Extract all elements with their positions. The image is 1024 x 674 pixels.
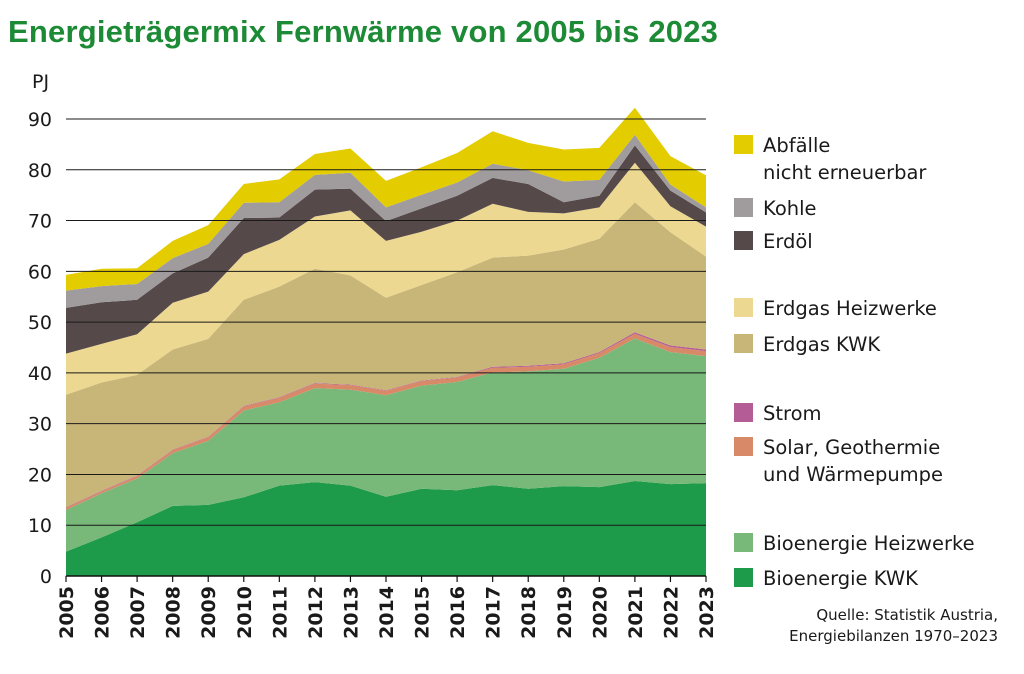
x-tick-label: 2017 bbox=[483, 586, 505, 639]
legend-swatch bbox=[734, 533, 753, 552]
source-note: Quelle: Statistik Austria, Energiebilanz… bbox=[789, 605, 998, 647]
legend-item-bioenergie-kwk[interactable]: Bioenergie KWK bbox=[734, 565, 918, 592]
x-tick-label: 2015 bbox=[412, 586, 434, 639]
y-tick-label: 30 bbox=[28, 414, 52, 436]
legend-label: Solar, Geothermie und Wärmepumpe bbox=[763, 434, 943, 488]
x-tick-label: 2016 bbox=[447, 586, 469, 639]
legend-label: Erdgas KWK bbox=[763, 331, 880, 358]
y-tick-label: 40 bbox=[28, 363, 52, 385]
legend-label: Abfälle nicht erneuerbar bbox=[763, 132, 926, 186]
legend-label: Erdgas Heizwerke bbox=[763, 295, 937, 322]
legend-label: Bioenergie Heizwerke bbox=[763, 530, 975, 557]
legend-item-erdgas-kwk[interactable]: Erdgas KWK bbox=[734, 331, 880, 358]
legend-item-kohle[interactable]: Kohle bbox=[734, 195, 817, 222]
x-tick-label: 2020 bbox=[589, 586, 611, 639]
x-tick-label: 2023 bbox=[696, 586, 718, 639]
x-tick-label: 2012 bbox=[305, 586, 327, 639]
legend-label: Strom bbox=[763, 400, 822, 427]
area-layers bbox=[66, 108, 706, 576]
x-tick-label: 2018 bbox=[518, 586, 540, 639]
legend-item-abfaelle[interactable]: Abfälle nicht erneuerbar bbox=[734, 132, 926, 186]
y-tick-label: 50 bbox=[28, 312, 52, 334]
legend-swatch bbox=[734, 298, 753, 317]
legend-item-solar-geothermie[interactable]: Solar, Geothermie und Wärmepumpe bbox=[734, 434, 943, 488]
legend-item-erdoel[interactable]: Erdöl bbox=[734, 228, 813, 255]
x-tick-label: 2007 bbox=[127, 586, 149, 639]
x-axis: 2005 2006 2007 2008 2009 2010 2011 2012 2013 2014… bbox=[56, 576, 718, 639]
legend-swatch bbox=[734, 403, 753, 422]
x-tick-label: 2008 bbox=[163, 586, 185, 639]
x-tick-label: 2005 bbox=[56, 586, 78, 639]
legend-swatch bbox=[734, 135, 753, 154]
legend-item-strom[interactable]: Strom bbox=[734, 400, 822, 427]
x-tick-label: 2019 bbox=[554, 586, 576, 639]
legend-item-erdgas-heizwerke[interactable]: Erdgas Heizwerke bbox=[734, 295, 937, 322]
y-tick-label: 10 bbox=[28, 515, 52, 537]
legend-swatch bbox=[734, 334, 753, 353]
legend-swatch bbox=[734, 437, 753, 456]
legend-label: Erdöl bbox=[763, 228, 813, 255]
legend-label: Kohle bbox=[763, 195, 817, 222]
x-tick-label: 2010 bbox=[234, 586, 256, 639]
x-tick-label: 2011 bbox=[269, 586, 291, 639]
legend-swatch bbox=[734, 568, 753, 587]
y-tick-label: 70 bbox=[28, 211, 52, 233]
x-tick-label: 2006 bbox=[92, 586, 114, 639]
y-tick-label: 80 bbox=[28, 160, 52, 182]
y-axis: 0 10 20 30 40 50 60 70 80 90 bbox=[28, 109, 52, 588]
x-tick-label: 2009 bbox=[198, 586, 220, 639]
y-axis-unit: PJ bbox=[32, 71, 49, 93]
legend-label: Bioenergie KWK bbox=[763, 565, 918, 592]
y-tick-label: 60 bbox=[28, 261, 52, 283]
x-tick-label: 2021 bbox=[625, 586, 647, 639]
legend-swatch bbox=[734, 231, 753, 250]
y-tick-label: 90 bbox=[28, 109, 52, 131]
legend-item-bioenergie-heizwerke[interactable]: Bioenergie Heizwerke bbox=[734, 530, 975, 557]
x-tick-label: 2014 bbox=[376, 586, 398, 639]
x-tick-label: 2013 bbox=[340, 586, 362, 639]
y-tick-label: 0 bbox=[40, 566, 52, 588]
y-tick-label: 20 bbox=[28, 464, 52, 486]
legend-swatch bbox=[734, 198, 753, 217]
x-tick-label: 2022 bbox=[660, 586, 682, 639]
